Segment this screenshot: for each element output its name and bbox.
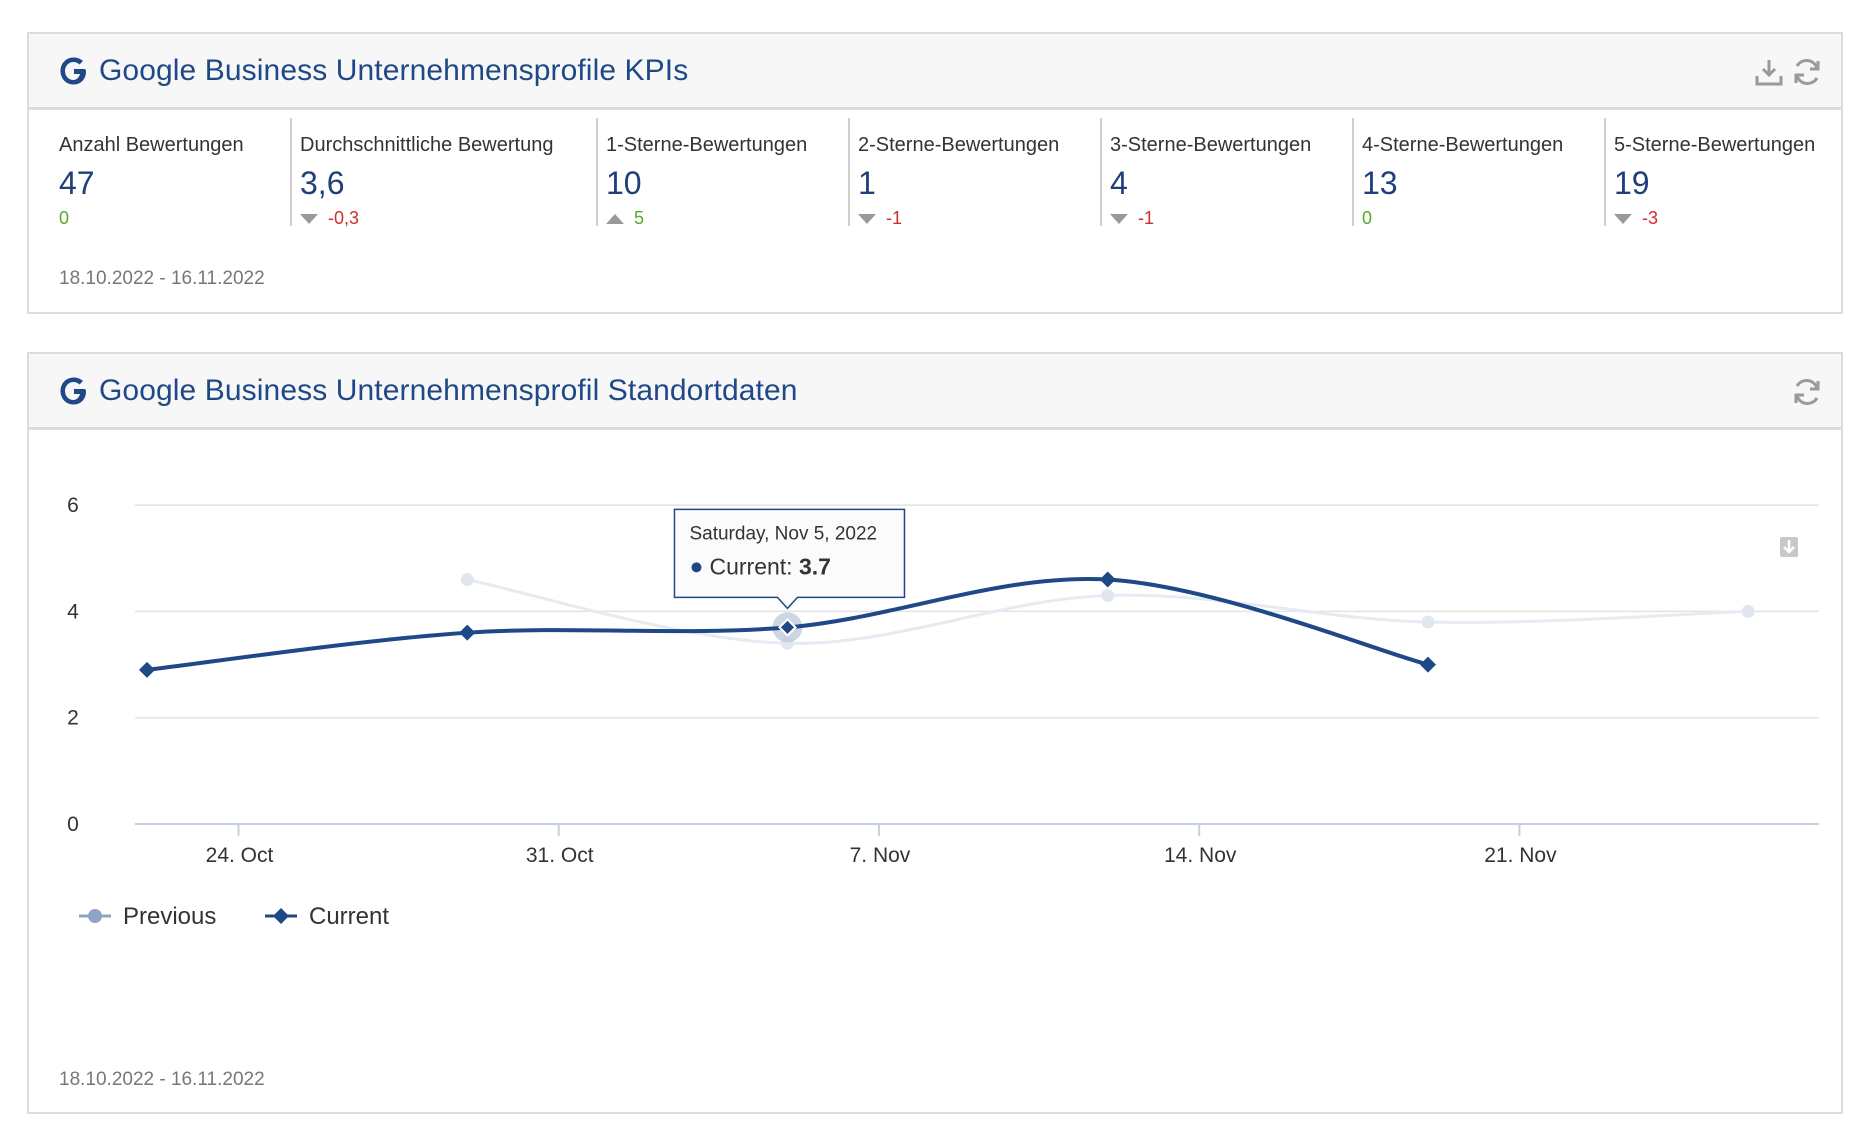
trend-down-icon — [858, 213, 876, 224]
x-tick-label: 24. Oct — [206, 844, 274, 867]
kpi-value: 47 — [59, 165, 95, 201]
point-current — [778, 617, 797, 637]
kpi-value: 10 — [606, 165, 642, 201]
kpi-panel-header: Google Business Unternehmensprofile KPIs — [29, 34, 1841, 110]
y-tick-label: 2 — [67, 707, 79, 730]
kpi-delta: 5 — [634, 208, 645, 228]
kpi-delta: 0 — [1362, 208, 1373, 228]
kpi-label: 3-Sterne-Bewertungen — [1110, 134, 1312, 156]
tooltip-value: Current: 3.7 — [709, 553, 830, 579]
x-tick-label: 21. Nov — [1484, 844, 1557, 867]
chart-panel: Google Business Unternehmensprofil Stand… — [27, 352, 1843, 1114]
series-layer: Previous Current — [79, 571, 1755, 930]
kpi-1-sterne: 1-Sterne-Bewertungen 10 5 — [598, 118, 850, 228]
y-tick-label: 4 — [67, 600, 79, 623]
point-previous — [1101, 588, 1115, 602]
legend-previous: Previous — [123, 903, 216, 930]
x-tick-label: 14. Nov — [1164, 844, 1237, 867]
kpi-label: 1-Sterne-Bewertungen — [606, 134, 808, 156]
tooltip-date: Saturday, Nov 5, 2022 — [689, 523, 877, 544]
kpi-value: 19 — [1614, 165, 1650, 201]
tooltip-series-marker — [691, 562, 702, 573]
kpi-label: 4-Sterne-Bewertungen — [1362, 134, 1564, 156]
download-icon[interactable] — [1753, 56, 1785, 88]
x-tick-label: 31. Oct — [526, 844, 594, 867]
kpi-delta: 0 — [59, 208, 70, 228]
trend-down-icon — [1110, 213, 1128, 224]
kpi-durchschnittliche-bewertung: Durchschnittliche Bewertung 3,6 -0,3 — [292, 118, 598, 228]
point-current — [1099, 571, 1116, 588]
x-tick-label: 7. Nov — [850, 844, 911, 867]
kpi-delta: -0,3 — [328, 208, 360, 228]
point-current — [1419, 656, 1436, 673]
kpi-4-sterne: 4-Sterne-Bewertungen 13 0 — [1354, 118, 1606, 228]
y-tick-label: 6 — [67, 494, 79, 517]
refresh-icon[interactable] — [1791, 376, 1823, 408]
google-logo-icon — [59, 376, 89, 406]
kpi-3-sterne: 3-Sterne-Bewertungen 4 -1 — [1102, 118, 1354, 228]
kpi-delta: -1 — [886, 208, 903, 228]
google-logo-icon — [59, 56, 89, 86]
legend-current: Current — [309, 903, 389, 930]
line-chart: 0 2 4 6 24. Oct 31. Oct 7. Nov 14. Nov 21. Nov P… — [67, 494, 1819, 930]
legend-previous-marker — [88, 909, 102, 923]
kpi-date-range: 18.10.2022 - 16.11.2022 — [59, 268, 265, 289]
point-current — [139, 661, 155, 678]
trend-down-icon — [1614, 213, 1632, 224]
kpi-5-sterne: 5-Sterne-Bewertungen 19 -3 — [1606, 118, 1836, 228]
kpi-label: Anzahl Bewertungen — [59, 134, 244, 156]
kpi-row: Anzahl Bewertungen 47 0 Durchschnittlich… — [29, 118, 1841, 228]
kpi-panel: Google Business Unternehmensprofile KPIs… — [27, 32, 1843, 314]
point-previous — [1741, 604, 1755, 618]
kpi-label: 2-Sterne-Bewertungen — [858, 134, 1060, 156]
kpi-value: 1 — [858, 165, 876, 201]
kpi-value: 13 — [1362, 165, 1398, 201]
y-tick-label: 0 — [67, 813, 79, 836]
trend-down-icon — [300, 213, 318, 224]
legend-current-marker — [273, 908, 289, 924]
chart-panel-header: Google Business Unternehmensprofil Stand… — [29, 354, 1841, 430]
kpi-delta: -1 — [1138, 208, 1155, 228]
grid-layer: 0 2 4 6 24. Oct 31. Oct 7. Nov 14. Nov 21. Nov — [67, 494, 1819, 867]
kpi-value: 3,6 — [300, 165, 345, 201]
kpi-panel-title: Google Business Unternehmensprofile KPIs — [99, 53, 689, 87]
tooltip: Saturday, Nov 5, 2022 Current: 3.7 — [673, 508, 906, 610]
kpi-anzahl-bewertungen: Anzahl Bewertungen 47 0 — [59, 118, 292, 228]
kpi-label: 5-Sterne-Bewertungen — [1614, 134, 1816, 156]
kpi-value: 4 — [1110, 165, 1128, 201]
kpi-delta: -3 — [1642, 208, 1659, 228]
tooltip-box — [673, 508, 906, 610]
point-current — [459, 624, 476, 641]
trend-up-icon — [606, 213, 624, 224]
point-previous — [1421, 615, 1435, 629]
export-icon[interactable] — [1780, 537, 1798, 557]
chart-panel-title: Google Business Unternehmensprofil Stand… — [99, 373, 798, 407]
refresh-icon[interactable] — [1791, 56, 1823, 88]
kpi-label: Durchschnittliche Bewertung — [300, 134, 554, 156]
point-previous — [460, 573, 474, 587]
kpi-2-sterne: 2-Sterne-Bewertungen 1 -1 — [850, 118, 1102, 228]
chart-date-range: 18.10.2022 - 16.11.2022 — [59, 1069, 265, 1090]
